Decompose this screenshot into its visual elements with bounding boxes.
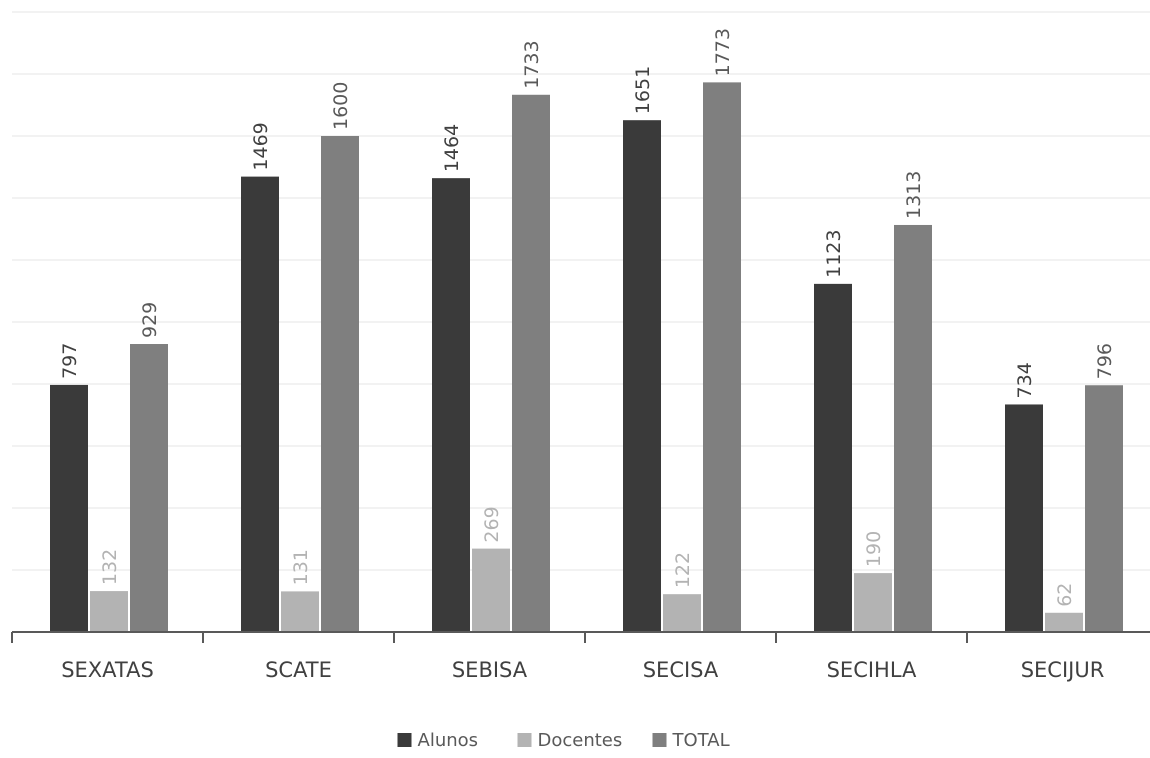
- value-label: 190: [863, 531, 885, 567]
- bar-total-secijur: [1085, 385, 1123, 632]
- value-label: 929: [139, 302, 161, 338]
- x-tick-label: SECISA: [643, 658, 719, 682]
- x-tick-label: SECIHLA: [827, 658, 917, 682]
- value-labels: 797 132 929 1469 131 1600 1464 269 1733 1651 122 17…: [59, 28, 1116, 607]
- value-label: 1600: [330, 82, 352, 130]
- value-label: 269: [481, 506, 503, 542]
- bar-docentes-secijur: [1045, 612, 1083, 632]
- bar-total-sebisa: [512, 94, 550, 632]
- x-axis: SEXATAS SCATE SEBISA SECISA SECIHLA SECIJUR: [11, 631, 1150, 682]
- value-label: 1651: [632, 66, 654, 114]
- value-label: 1123: [823, 230, 845, 278]
- bar-alunos-secihla: [814, 283, 852, 632]
- value-label: 1464: [441, 124, 463, 172]
- legend-label: TOTAL: [672, 730, 730, 751]
- x-tick-label: SECIJUR: [1021, 658, 1105, 682]
- bar-docentes-sexatas: [90, 591, 128, 632]
- bar-alunos-sebisa: [432, 178, 470, 632]
- bar-total-scate: [321, 136, 359, 632]
- value-label: 132: [99, 549, 121, 585]
- legend-swatch: [652, 733, 667, 747]
- value-label: 1733: [521, 40, 543, 88]
- bar-total-sexatas: [130, 344, 168, 632]
- bar-docentes-scate: [281, 591, 319, 632]
- gridlines: [12, 11, 1150, 571]
- x-tick-label: SCATE: [265, 658, 332, 682]
- bar-alunos-secisa: [623, 120, 661, 632]
- bar-total-secisa: [703, 82, 741, 633]
- value-label: 62: [1054, 583, 1076, 607]
- bar-alunos-secijur: [1005, 404, 1043, 632]
- bar-docentes-secisa: [663, 594, 701, 632]
- bar-alunos-scate: [241, 176, 279, 633]
- legend-item-docentes: Docentes: [517, 730, 623, 751]
- bars: [50, 82, 1123, 633]
- value-label: 1773: [712, 28, 734, 76]
- x-tick-label: SEXATAS: [61, 658, 154, 682]
- bar-total-secihla: [894, 224, 932, 632]
- value-label: 734: [1014, 362, 1036, 398]
- value-label: 797: [59, 343, 81, 379]
- legend-swatch: [517, 733, 532, 747]
- bar-docentes-secihla: [854, 573, 892, 632]
- value-label: 122: [672, 552, 694, 588]
- bar-docentes-sebisa: [472, 548, 510, 632]
- value-label: 1469: [250, 122, 272, 170]
- x-tick-label: SEBISA: [452, 658, 528, 682]
- legend-swatch: [397, 733, 412, 747]
- legend: Alunos Docentes TOTAL: [397, 730, 730, 751]
- value-label: 1313: [903, 171, 925, 219]
- legend-item-alunos: Alunos: [397, 730, 479, 751]
- legend-label: Docentes: [538, 730, 623, 751]
- value-label: 131: [290, 549, 312, 585]
- legend-item-total: TOTAL: [652, 730, 730, 751]
- value-label: 796: [1094, 343, 1116, 379]
- bar-alunos-sexatas: [50, 384, 88, 632]
- legend-label: Alunos: [418, 730, 479, 751]
